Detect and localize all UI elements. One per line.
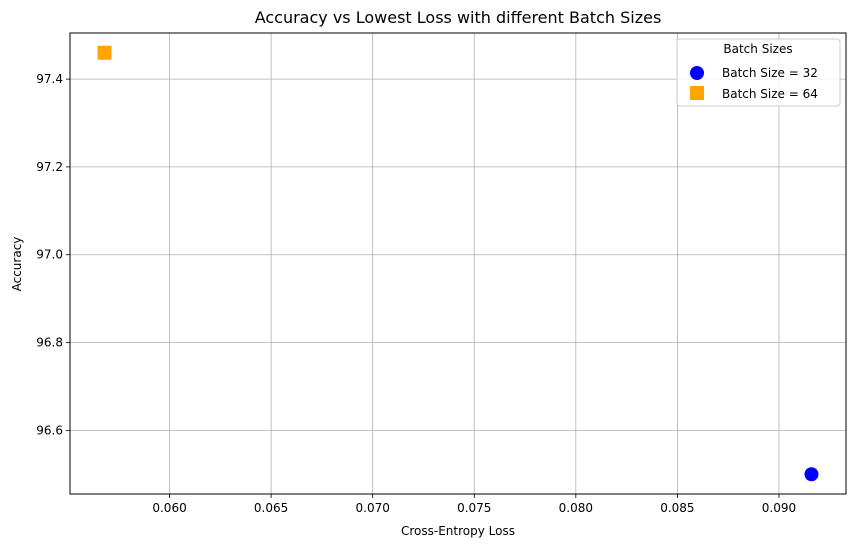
x-axis-label: Cross-Entropy Loss	[401, 524, 515, 538]
x-axis: 0.060 0.065 0.070 0.075 0.080 0.085 0.090	[152, 494, 796, 515]
x-tick-label: 0.075	[457, 501, 491, 515]
legend-title: Batch Sizes	[723, 42, 792, 56]
chart-title: Accuracy vs Lowest Loss with different B…	[255, 8, 662, 27]
legend-box	[676, 38, 841, 107]
y-tick-label: 96.6	[36, 423, 63, 437]
y-tick-label: 97.2	[36, 160, 63, 174]
legend-label-batch-32: Batch Size = 32	[722, 66, 818, 80]
y-axis-label: Accuracy	[10, 237, 24, 292]
plot-area	[69, 32, 847, 495]
x-tick-label: 0.085	[660, 501, 694, 515]
x-tick-label: 0.080	[559, 501, 593, 515]
y-tick-label: 97.4	[36, 72, 63, 86]
grid-lines	[70, 33, 846, 494]
y-tick-label: 97.0	[36, 248, 63, 262]
data-points	[97, 45, 819, 482]
x-tick-label: 0.060	[152, 501, 186, 515]
legend-marker-batch-64	[690, 86, 704, 100]
data-point-square	[97, 45, 112, 60]
y-axis: 96.6 96.8 97.0 97.2 97.4	[36, 72, 70, 437]
x-tick-label: 0.065	[254, 501, 288, 515]
legend-marker-batch-32	[690, 66, 704, 80]
y-tick-label: 96.8	[36, 336, 63, 350]
legend-label-batch-64: Batch Size = 64	[722, 87, 818, 101]
x-tick-label: 0.090	[762, 501, 796, 515]
legend: Batch Sizes Batch Size = 32 Batch Size =…	[676, 38, 841, 107]
x-tick-label: 0.070	[356, 501, 390, 515]
data-point-circle	[804, 467, 819, 482]
